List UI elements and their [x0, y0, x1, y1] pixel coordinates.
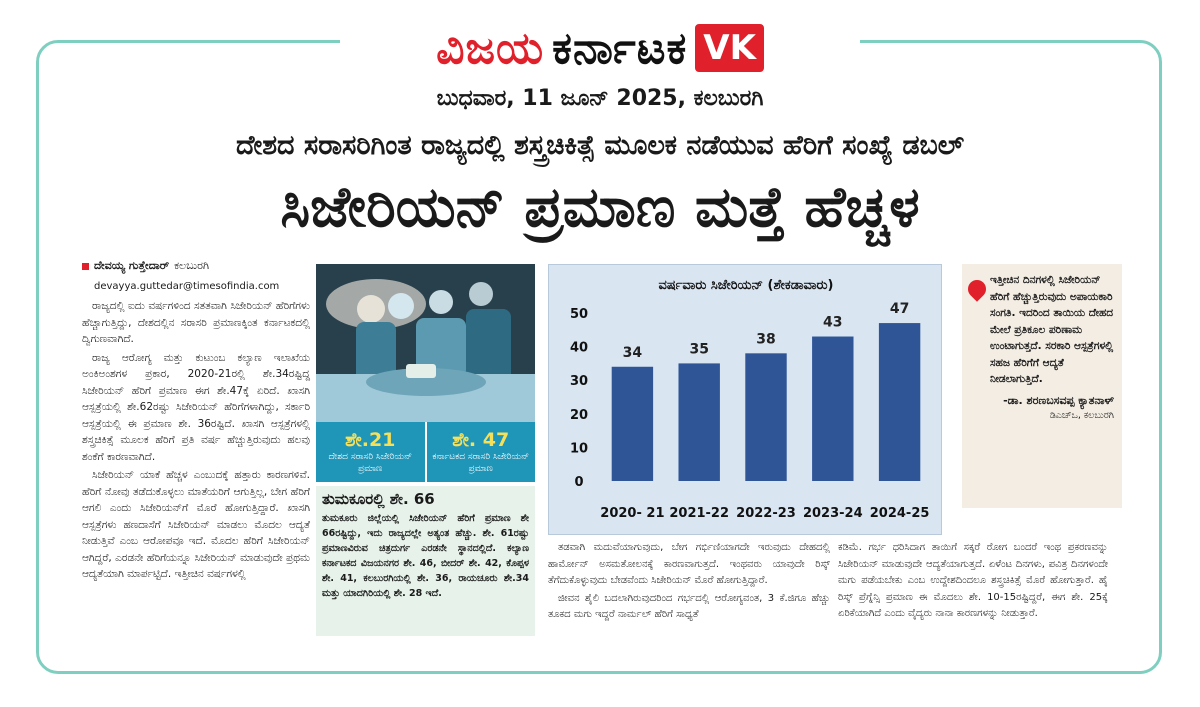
stat-national: ಶೇ.21 ದೇಶದ ಸರಾಸರಿ ಸಿಜೇರಿಯನ್ ಪ್ರಮಾಣ — [316, 422, 427, 482]
article-column-3: ತಡವಾಗಿ ಮದುವೆಯಾಗುವುದು, ಬೇಗ ಗರ್ಭಿಣಿಯಾಗದೇ ಇ… — [548, 540, 830, 625]
tumkur-title: ತುಮಕೂರಲ್ಲಿ ಶೇ. 66 — [322, 490, 435, 508]
bar-2020-21 — [611, 366, 654, 481]
y-tick-label: 20 — [570, 408, 588, 423]
bar-2023-24 — [812, 336, 854, 481]
masthead: ವಿಜಯ ಕರ್ನಾಟಕ VK — [340, 18, 860, 78]
chart-title: ವರ್ಷವಾರು ಸಿಜೇರಿಯನ್ (ಶೇಕಡಾವಾರು) — [659, 278, 834, 293]
stats-strip: ಶೇ.21 ದೇಶದ ಸರಾಸರಿ ಸಿಜೇರಿಯನ್ ಪ್ರಮಾಣ ಶೇ. 4… — [316, 422, 535, 482]
bar-value-label: 47 — [890, 301, 909, 317]
subheadline: ದೇಶದ ಸರಾಸರಿಗಿಂತ ರಾಜ್ಯದಲ್ಲಿ ಶಸ್ತ್ರಚಿಕಿತ್ಸ… — [235, 130, 965, 161]
y-tick-label: 40 — [570, 341, 588, 356]
quote-author: -ಡಾ. ಶರಣಬಸವಪ್ಪ ಕ್ಯಾತನಾಳ್ — [1003, 393, 1114, 407]
x-tick-label: 2024-25 — [870, 506, 930, 521]
byline-place: ಕಲಬುರಗಿ — [174, 259, 209, 272]
quote-pin-icon — [964, 276, 990, 302]
bar-value-label: 38 — [756, 331, 775, 347]
surgery-photo-illustration — [316, 264, 535, 422]
bar-2022-23 — [745, 353, 787, 481]
x-tick-label: 2023-24 — [803, 506, 863, 521]
stat-national-value: ಶೇ.21 — [345, 429, 396, 451]
tumkur-body: ತುಮಕೂರು ಜಿಲ್ಲೆಯಲ್ಲಿ ಸಿಜೇರಿಯನ್ ಹೆರಿಗೆ ಪ್ರ… — [322, 513, 529, 599]
x-tick-label: 2021-22 — [669, 506, 729, 521]
paragraph: ರಾಜ್ಯ ಆರೋಗ್ಯ ಮತ್ತು ಕುಟುಂಬ ಕಲ್ಯಾಣ ಇಲಾಖೆಯ … — [82, 351, 310, 463]
bar-chart: ವರ್ಷವಾರು ಸಿಜೇರಿಯನ್ (ಶೇಕಡಾವಾರು) 0 10 20 30 40… — [548, 264, 942, 535]
dateline: ಬುಧವಾರ, 11 ಜೂನ್ 2025, ಕಲಬುರಗಿ — [436, 86, 764, 111]
stat-karnataka-value: ಶೇ. 47 — [452, 429, 510, 451]
byline-name: ದೇವಯ್ಯ ಗುತ್ತೇದಾರ್ — [94, 259, 170, 272]
byline-square-icon — [82, 262, 89, 270]
tumkur-sidebar: ತುಮಕೂರಲ್ಲಿ ಶೇ. 66 ತುಮಕೂರು ಜಿಲ್ಲೆಯಲ್ಲಿ ಸಿ… — [316, 486, 535, 636]
bar-value-label: 43 — [823, 315, 842, 331]
y-tick-label: 0 — [574, 475, 583, 490]
bar-value-label: 34 — [623, 345, 643, 361]
quote-role: ಡಿಎಚ್‌ಒ, ಕಲಬುರಗಿ — [1049, 409, 1114, 421]
byline: ದೇವಯ್ಯ ಗುತ್ತೇದಾರ್ ಕಲಬುರಗಿ — [82, 258, 310, 275]
bar-2024-25 — [878, 323, 921, 481]
x-tick-label: 2022-23 — [736, 506, 796, 521]
quote-text: ಇತ್ತೀಚಿನ ದಿನಗಳಲ್ಲಿ ಸಿಜೇರಿಯನ್ ಹೆರಿಗೆ ಹೆಚ್… — [990, 274, 1114, 385]
headline: ಸಿಜೇರಿಯನ್ ಪ್ರಮಾಣ ಮತ್ತೆ ಹೆಚ್ಚಳ — [280, 175, 920, 240]
bar-value-label: 35 — [689, 341, 708, 357]
bar-2021-22 — [678, 363, 720, 481]
paragraph: ರಾಜ್ಯದಲ್ಲಿ ಐದು ವರ್ಷಗಳಿಂದ ಸತತವಾಗಿ ಸಿಜೇರಿಯ… — [82, 300, 310, 345]
byline-email: devayya.guttedar@timesofindia.com — [94, 280, 280, 292]
paragraph: ಜೀವನ ಶೈಲಿ ಬದಲಾಗಿರುವುದರಿಂದ ಗರ್ಭದಲ್ಲಿ ಆರೋಗ… — [548, 592, 830, 621]
x-tick-label: 2020- 21 — [600, 506, 664, 521]
y-tick-label: 50 — [570, 307, 588, 322]
article-column-1: ದೇವಯ್ಯ ಗುತ್ತೇದಾರ್ ಕಲಬುರಗಿ devayya.gutted… — [82, 258, 310, 585]
masthead-part1: ವಿಜಯ — [436, 22, 545, 74]
article-column-4: ಕಡಿಮೆ. ಗರ್ಭ ಧರಿಸಿದಾಗ ತಾಯಿಗೆ ಸಕ್ಕರೆ ರೋಗ ಬ… — [838, 540, 1108, 623]
paragraph: ಕಡಿಮೆ. ಗರ್ಭ ಧರಿಸಿದಾಗ ತಾಯಿಗೆ ಸಕ್ಕರೆ ರೋಗ ಬ… — [838, 542, 1108, 619]
stat-karnataka-label: ಕರ್ನಾಟಕದ ಸರಾಸರಿ ಸಿಜೇರಿಯನ್ ಪ್ರಮಾಣ — [432, 452, 530, 474]
doctor-quote-box: ಇತ್ತೀಚಿನ ದಿನಗಳಲ್ಲಿ ಸಿಜೇರಿಯನ್ ಹೆರಿಗೆ ಹೆಚ್… — [962, 264, 1122, 508]
vk-logo-badge: VK — [695, 24, 764, 72]
stat-national-label: ದೇಶದ ಸರಾಸರಿ ಸಿಜೇರಿಯನ್ ಪ್ರಮಾಣ — [328, 452, 413, 474]
paragraph: ಸಿಜೇರಿಯನ್ ಯಾಕೆ ಹೆಚ್ಚಳ ಎಂಬುದಕ್ಕೆ ಹತ್ತಾರು … — [82, 469, 310, 580]
bar-chart-svg: ವರ್ಷವಾರು ಸಿಜೇರಿಯನ್ (ಶೇಕಡಾವಾರು) 0 10 20 30 40… — [570, 278, 930, 521]
masthead-part2: ಕರ್ನಾಟಕ — [552, 22, 688, 74]
surgery-photo — [316, 264, 535, 422]
paragraph: ತಡವಾಗಿ ಮದುವೆಯಾಗುವುದು, ಬೇಗ ಗರ್ಭಿಣಿಯಾಗದೇ ಇ… — [548, 542, 830, 586]
y-tick-label: 10 — [570, 441, 588, 456]
y-tick-label: 30 — [570, 374, 588, 389]
stat-karnataka: ಶೇ. 47 ಕರ್ನಾಟಕದ ಸರಾಸರಿ ಸಿಜೇರಿಯನ್ ಪ್ರಮಾಣ — [427, 422, 536, 482]
